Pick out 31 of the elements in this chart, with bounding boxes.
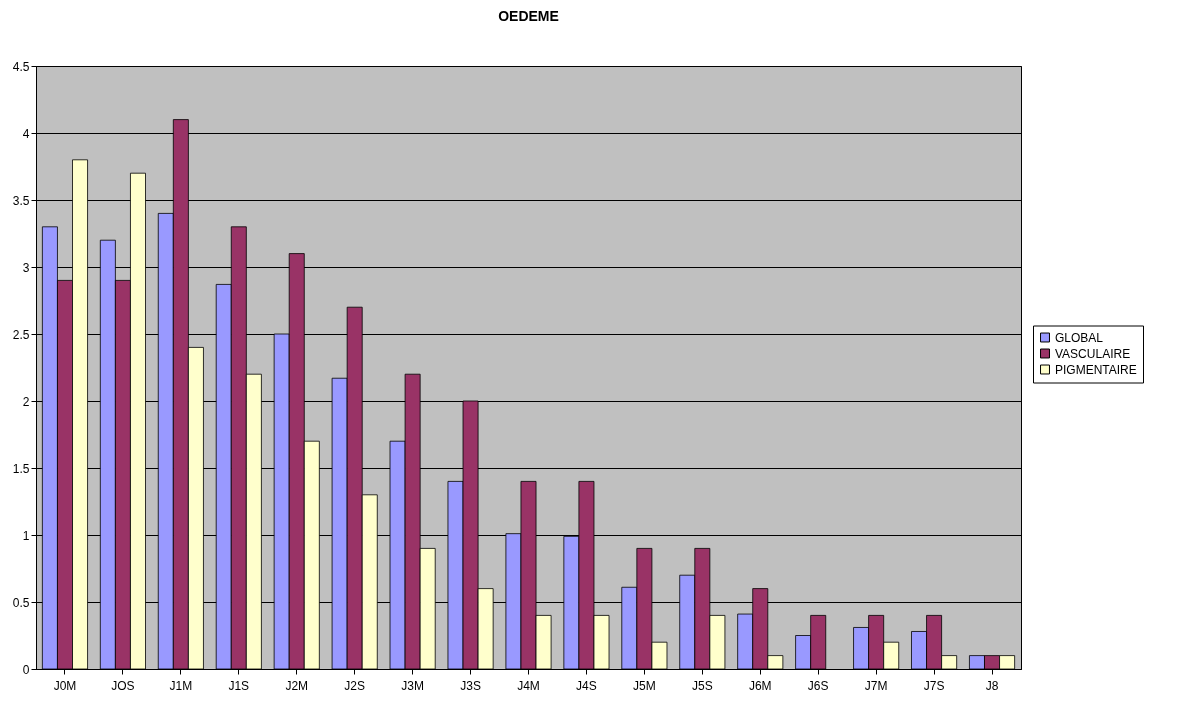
x-tick-label: J4S xyxy=(576,678,597,693)
x-tick-label: J7M xyxy=(864,678,888,693)
x-tick-label: J6S xyxy=(807,678,829,693)
y-tick-label: 1 xyxy=(22,528,30,543)
y-tick-label: 2 xyxy=(22,394,30,409)
x-tick-label: J2S xyxy=(344,678,366,693)
x-tick-label: J6M xyxy=(748,678,772,693)
legend-label: GLOBAL xyxy=(1055,330,1104,345)
y-tick-label: 2.5 xyxy=(12,327,30,342)
x-tick-label: J2M xyxy=(285,678,309,693)
x-tick-label: J4M xyxy=(517,678,540,693)
x-tick-label: J8 xyxy=(985,678,999,693)
x-tick-label: J3S xyxy=(460,678,481,693)
x-tick-label: J0M xyxy=(53,678,77,693)
y-tick-label: 1.5 xyxy=(12,461,30,476)
x-tick-label: J1S xyxy=(228,678,250,693)
y-tick-label: 3 xyxy=(22,260,30,275)
y-tick-label: 4.5 xyxy=(12,59,30,74)
x-tick-label: J5M xyxy=(633,678,656,693)
y-tick-label: 3.5 xyxy=(12,193,30,208)
chart-title: OEDEME xyxy=(498,8,559,24)
y-tick-label: 0 xyxy=(22,662,30,677)
legend-label: PIGMENTAIRE xyxy=(1055,362,1137,377)
y-tick-label: 4 xyxy=(22,126,30,141)
x-tick-label: J3M xyxy=(401,678,424,693)
x-tick-label: J1M xyxy=(169,678,193,693)
x-tick-label: J5S xyxy=(691,678,713,693)
x-tick-label: J7S xyxy=(923,678,945,693)
x-tick-label: JOS xyxy=(111,678,135,693)
y-tick-label: 0.5 xyxy=(12,595,30,610)
legend-label: VASCULAIRE xyxy=(1055,346,1131,361)
